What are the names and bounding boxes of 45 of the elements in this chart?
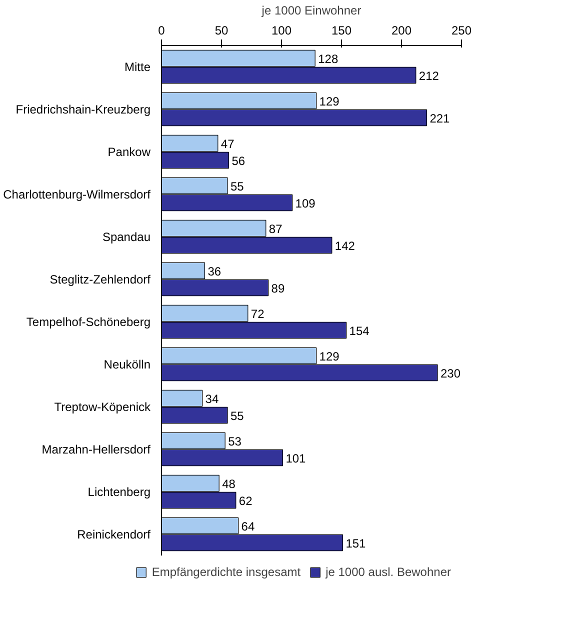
data-label: 212 — [418, 68, 440, 83]
x-tick-label: 100 — [271, 24, 292, 38]
y-tick-label: Steglitz-Zehlendorf — [50, 272, 152, 286]
data-label: 72 — [250, 306, 265, 321]
y-tick-label: Lichtenberg — [88, 484, 151, 499]
data-label: 129 — [319, 349, 340, 364]
x-tick-label: 50 — [214, 24, 228, 38]
x-axis-title: je 1000 Einwohner — [260, 4, 362, 18]
y-tick-label: Spandau — [102, 230, 150, 244]
x-tick-label: 0 — [158, 24, 166, 38]
x-tick-label: 150 — [331, 24, 352, 38]
y-tick-label: Friedrichshain-Kreuzberg — [16, 102, 151, 116]
data-label: 55 — [230, 408, 244, 423]
data-label: 56 — [232, 154, 246, 168]
data-label: 142 — [334, 238, 356, 253]
data-label: 101 — [286, 451, 306, 466]
y-tick-label: Treptow-Köpenick — [54, 400, 152, 414]
y-tick-label: Neukölln — [104, 357, 151, 372]
data-label: 221 — [430, 111, 450, 126]
legend-label: je 1000 ausl. Bewohner — [326, 565, 451, 579]
data-label: 34 — [205, 392, 219, 406]
data-label: 87 — [268, 222, 283, 236]
data-label: 53 — [228, 434, 242, 448]
data-label: 36 — [208, 264, 222, 278]
data-label: 64 — [241, 519, 255, 534]
x-tick-label: 200 — [391, 24, 412, 38]
data-label: 55 — [230, 179, 244, 194]
data-label: 129 — [319, 94, 340, 108]
y-tick-label: Mitte — [124, 60, 151, 74]
y-tick-label: Marzahn-Hellersdorf — [42, 442, 152, 456]
y-tick-label: Pankow — [108, 144, 151, 159]
data-label: 230 — [440, 366, 461, 380]
data-label: 62 — [238, 494, 253, 508]
x-tick-label: 250 — [451, 24, 472, 38]
data-label: 89 — [271, 281, 285, 296]
y-tick-label: Tempelhof-Schöneberg — [26, 314, 150, 329]
y-tick-label: Charlottenburg-Wilmersdorf — [3, 187, 152, 202]
data-label: 151 — [346, 536, 366, 550]
legend-label: Empfängerdichte insgesamt — [152, 565, 301, 579]
data-label: 47 — [220, 136, 235, 151]
data-label: 128 — [318, 52, 338, 66]
data-label: 109 — [295, 196, 316, 210]
y-tick-label: Reinickendorf — [77, 527, 152, 542]
data-label: 48 — [222, 476, 236, 491]
data-label: 154 — [349, 324, 370, 338]
